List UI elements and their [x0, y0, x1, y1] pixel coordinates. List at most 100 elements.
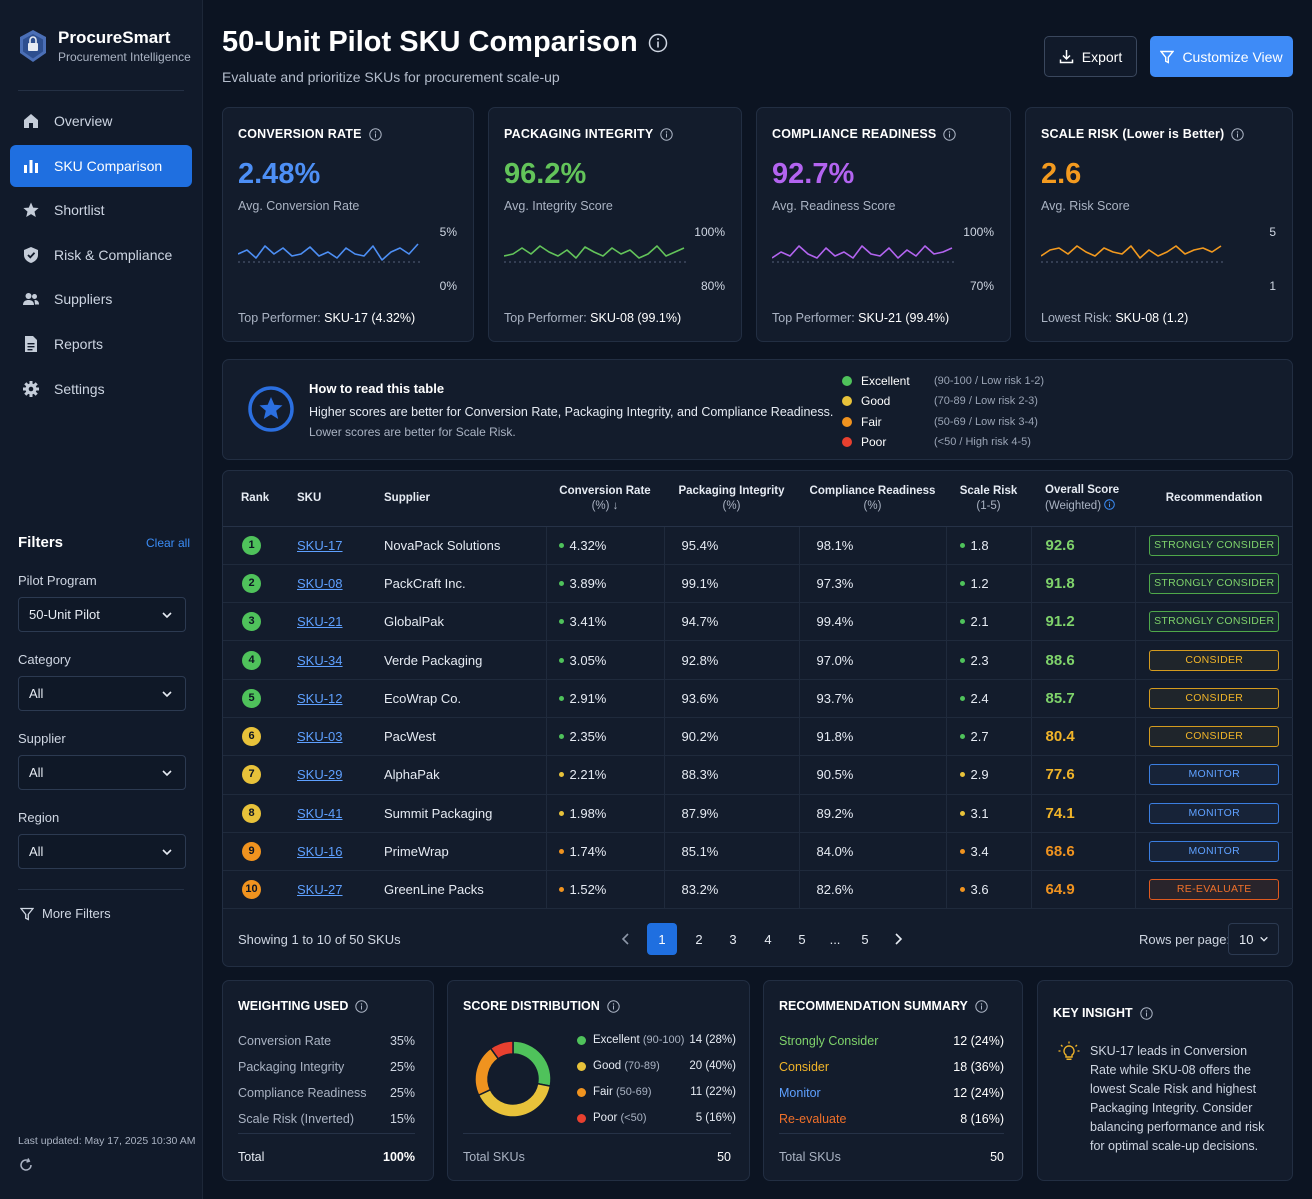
overall-score-cell: 85.7: [1030, 679, 1135, 718]
sku-link[interactable]: SKU-34: [297, 652, 343, 668]
sidebar-item-overview[interactable]: Overview: [10, 100, 192, 142]
category-select[interactable]: All: [18, 676, 186, 711]
sku-cell: SKU-29: [297, 755, 384, 795]
chevron-down-icon: [162, 690, 172, 697]
region-select[interactable]: All: [18, 834, 186, 869]
info-icon[interactable]: [648, 33, 668, 53]
rank-badge: 4: [242, 650, 261, 670]
supplier-select[interactable]: All: [18, 755, 186, 790]
info-icon[interactable]: [1139, 1006, 1153, 1020]
legend-range: (50-69 / Low risk 3-4): [934, 416, 1038, 428]
table-row[interactable]: 3 SKU-21 GlobalPak 3.41% 94.7% 99.4% 2.1…: [223, 602, 1293, 642]
table-row[interactable]: 8 SKU-41 Summit Packaging 1.98% 87.9% 89…: [223, 794, 1293, 833]
donut-slice-poor[interactable]: [489, 1040, 514, 1060]
prev-page-button[interactable]: [611, 923, 641, 955]
overall-score-cell: 91.8: [1030, 564, 1135, 604]
risk-cell: 2.9: [945, 755, 1031, 795]
overall-score: 77.6: [1045, 766, 1075, 784]
col-sku[interactable]: SKU: [297, 471, 384, 527]
sidebar-item-settings[interactable]: Settings: [10, 368, 192, 410]
col-conversion-rate[interactable]: Conversion Rate (%) ↓: [546, 471, 664, 527]
status-dot: [959, 619, 965, 625]
info-icon[interactable]: [355, 999, 369, 1013]
col-compliance-readiness[interactable]: Compliance Readiness (%): [799, 471, 946, 527]
table-row[interactable]: 4 SKU-34 Verde Packaging 3.05% 92.8% 97.…: [223, 640, 1293, 680]
table-row[interactable]: 10 SKU-27 GreenLine Packs 1.52% 83.2% 82…: [223, 870, 1293, 910]
info-icon[interactable]: [368, 127, 382, 141]
page-button-2[interactable]: 2: [695, 931, 703, 947]
page-button-1[interactable]: 1: [647, 923, 677, 955]
sku-link[interactable]: SKU-27: [297, 882, 343, 898]
rows-per-page-select[interactable]: 10: [1228, 923, 1279, 955]
kpi-subtitle: Avg. Conversion Rate: [238, 199, 360, 213]
sku-link[interactable]: SKU-08: [297, 575, 343, 591]
sku-link[interactable]: SKU-17: [297, 537, 343, 553]
rank-cell: 2: [223, 564, 297, 604]
rank-badge: 6: [242, 727, 261, 747]
page-button-3[interactable]: 3: [729, 931, 737, 947]
table-row[interactable]: 5 SKU-12 EcoWrap Co. 2.91% 93.6% 93.7% 2…: [223, 679, 1293, 718]
info-icon[interactable]: [607, 999, 620, 1013]
rank-cell: 1: [223, 526, 297, 565]
sku-link[interactable]: SKU-16: [297, 844, 343, 860]
filters-divider: [18, 889, 184, 890]
col-recommendation[interactable]: Recommendation: [1135, 471, 1293, 527]
legend-item-excellent: Excellent (90-100 / Low risk 1-2): [842, 374, 1044, 388]
export-button[interactable]: Export: [1044, 36, 1137, 77]
table-row[interactable]: 6 SKU-03 PacWest 2.35% 90.2% 91.8% 2.7 8…: [223, 717, 1293, 757]
status-dot: [959, 772, 965, 778]
sku-link[interactable]: SKU-29: [297, 767, 343, 783]
sku-link[interactable]: SKU-03: [297, 729, 343, 745]
donut-slice-fair[interactable]: [474, 1047, 500, 1097]
col-packaging-integrity[interactable]: Packaging Integrity (%): [664, 471, 799, 527]
col-overall-score[interactable]: Overall Score (Weighted): [1031, 471, 1135, 527]
table-row[interactable]: 7 SKU-29 AlphaPak 2.21% 88.3% 90.5% 2.9 …: [223, 755, 1293, 795]
sidebar-item-shortlist[interactable]: Shortlist: [10, 189, 192, 231]
info-icon[interactable]: [1104, 499, 1116, 511]
conversion-cell: 3.41%: [545, 602, 664, 642]
sku-link[interactable]: SKU-21: [297, 614, 343, 630]
rank-cell: 9: [223, 832, 297, 872]
sidebar-item-risk-compliance[interactable]: Risk & Compliance: [10, 234, 192, 276]
conversion-cell: 3.89%: [545, 564, 664, 604]
how-to-line-2: Lower scores are better for Scale Risk.: [309, 425, 516, 439]
table-row[interactable]: 9 SKU-16 PrimeWrap 1.74% 85.1% 84.0% 3.4…: [223, 832, 1293, 872]
page-button-5[interactable]: 5: [798, 931, 806, 947]
packaging-cell: 92.8%: [663, 640, 799, 680]
col-scale-risk[interactable]: Scale Risk (1-5): [946, 471, 1031, 527]
supplier-cell: NovaPack Solutions: [384, 526, 546, 565]
sku-link[interactable]: SKU-41: [297, 805, 343, 821]
info-icon[interactable]: [660, 127, 674, 141]
page-button-5[interactable]: 5: [861, 931, 869, 947]
donut-slice-excellent[interactable]: [512, 1040, 552, 1087]
col-rank[interactable]: Rank: [223, 471, 297, 527]
packaging-cell: 90.2%: [663, 717, 799, 757]
clear-all-link[interactable]: Clear all: [146, 536, 191, 550]
sidebar-item-reports[interactable]: Reports: [10, 323, 192, 365]
brand[interactable]: ProcureSmart Procurement Intelligence: [18, 28, 191, 64]
customize-view-button[interactable]: Customize View: [1150, 36, 1293, 77]
bar-chart-icon: [24, 159, 38, 173]
sidebar: ProcureSmart Procurement Intelligence Ov…: [0, 0, 203, 1199]
refresh-icon[interactable]: [18, 1157, 34, 1173]
info-icon[interactable]: [1231, 127, 1245, 141]
kpi-subtitle: Avg. Integrity Score: [504, 199, 613, 213]
status-dot: [959, 810, 965, 816]
insight-title: KEY INSIGHT: [1053, 1006, 1153, 1020]
more-filters-button[interactable]: More Filters: [20, 906, 111, 921]
sku-cell: SKU-27: [297, 870, 384, 910]
kpi-card-scale-risk: SCALE RISK (Lower is Better) 2.6 Avg. Ri…: [1025, 107, 1293, 342]
col-supplier[interactable]: Supplier: [384, 471, 546, 527]
table-row[interactable]: 1 SKU-17 NovaPack Solutions 4.32% 95.4% …: [223, 526, 1293, 565]
summary-row: Re-evaluate 8 (16%): [779, 1112, 1004, 1126]
sidebar-item-suppliers[interactable]: Suppliers: [10, 278, 192, 320]
pilot-program-select[interactable]: 50-Unit Pilot: [18, 597, 186, 632]
filter-icon: [1160, 50, 1175, 64]
table-row[interactable]: 2 SKU-08 PackCraft Inc. 3.89% 99.1% 97.3…: [223, 564, 1293, 604]
info-icon[interactable]: [943, 127, 957, 141]
sku-link[interactable]: SKU-12: [297, 690, 343, 706]
next-page-button[interactable]: [883, 923, 913, 955]
sidebar-item-sku-comparison[interactable]: SKU Comparison: [10, 144, 192, 187]
info-icon[interactable]: [975, 999, 988, 1013]
page-button-4[interactable]: 4: [764, 931, 772, 947]
